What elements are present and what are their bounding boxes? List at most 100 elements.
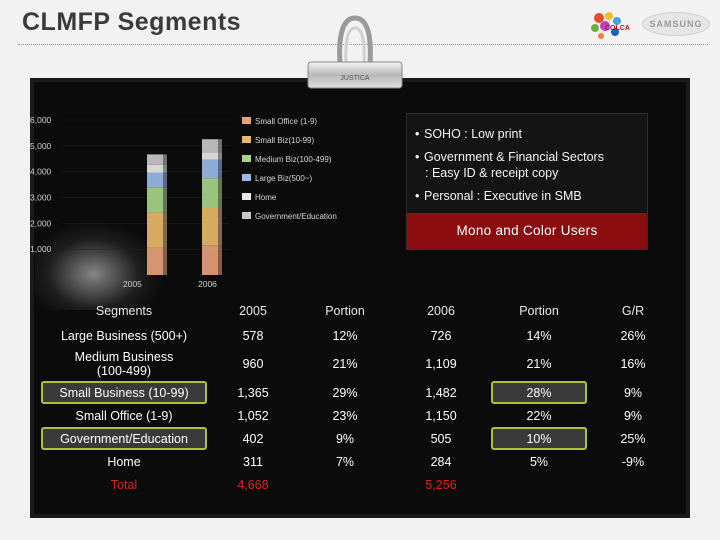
legend-swatch	[242, 155, 251, 162]
table-cell: 505	[430, 431, 452, 446]
table-cell: 5%	[529, 454, 549, 469]
bar-segment-side	[163, 247, 167, 275]
legend-swatch	[242, 174, 251, 181]
header-2006: 2006	[427, 304, 455, 318]
table-cell: 21%	[526, 357, 552, 371]
bullet-dot-icon: •	[415, 189, 420, 203]
table-cell: 1,052	[237, 408, 269, 423]
page-title: CLMFP Segments	[22, 8, 242, 36]
table-cell: 12%	[332, 328, 358, 343]
table-cell: 5,256	[425, 477, 457, 492]
bar-segment	[202, 139, 218, 153]
table-row: Total 4,668 5,256	[41, 473, 679, 496]
bar-segment	[147, 154, 163, 165]
table-row: Government/Education 402 9% 505 10% 25%	[41, 427, 679, 450]
bullet-dot-icon: •	[415, 127, 420, 141]
table-cell: 284	[430, 454, 452, 469]
spotlight-glow	[35, 220, 165, 310]
header-portion-2005: Portion	[325, 304, 365, 318]
legend-swatch	[242, 136, 251, 143]
bar-segment-side	[163, 187, 167, 213]
y-tick-label: 1,000	[30, 244, 52, 254]
table-cell: 1,150	[425, 408, 457, 423]
table-row: Large Business (500+) 578 12% 726 14% 26%	[41, 324, 679, 347]
table-row: Home 311 7% 284 5% -9%	[41, 450, 679, 473]
table-cell: 9%	[335, 431, 355, 446]
users-band: Mono and Color Users	[407, 213, 647, 249]
table-cell	[587, 473, 679, 496]
samsung-logo: SAMSUNG	[642, 12, 710, 36]
table-cell: 578	[242, 328, 264, 343]
segments-table: Segments 2005 Portion 2006 Portion G/R L…	[41, 298, 679, 496]
legend-label: Small Biz(10-99)	[255, 136, 314, 145]
bar-segment	[202, 207, 218, 246]
bar-segment	[202, 159, 218, 179]
header-segments: Segments	[95, 304, 153, 318]
header-2005: 2005	[239, 304, 267, 318]
table-cell: 25%	[620, 431, 646, 446]
y-tick-label: 5,000	[30, 141, 52, 151]
table-cell	[299, 473, 391, 496]
bar-segment	[202, 152, 218, 160]
bullet-government: • Government & Financial Sectors	[415, 150, 604, 164]
bar-segment-side	[163, 154, 167, 165]
table-row: Medium Business (100-499) 960 21% 1,109 21% 16…	[41, 347, 679, 381]
legend-swatch	[242, 212, 251, 219]
bar-segment	[147, 212, 163, 248]
bar-segment	[147, 172, 163, 188]
bar-segment-side	[218, 159, 222, 179]
table-cell	[491, 473, 587, 496]
table-cell: 23%	[332, 408, 358, 423]
bars	[147, 139, 222, 275]
table-cell: 14%	[526, 328, 552, 343]
chart-legend: Small Office (1-9) Small Biz(10-99) Medium…	[242, 117, 337, 221]
bar-segment	[147, 187, 163, 213]
table-cell: 1,482	[425, 385, 457, 400]
table-row: Small Office (1-9) 1,052 23% 1,150 22% 9%	[41, 404, 679, 427]
segment-info-box: • SOHO : Low print • Government & Financia…	[406, 113, 648, 250]
bar-segment-side	[163, 172, 167, 188]
legend-label: Large Biz(500~)	[255, 174, 312, 183]
header-portion-2006: Portion	[519, 304, 559, 318]
legend-swatch	[242, 117, 251, 124]
table-cell: 311	[243, 454, 263, 469]
colca-logo-text: COLCA	[605, 25, 630, 32]
table-cell: 402	[242, 431, 264, 446]
table-cell: 21%	[332, 357, 358, 371]
bullet-government-detail: : Easy ID & receipt copy	[425, 166, 559, 180]
table-cell: Government/Education	[41, 427, 207, 450]
bar-segment-side	[163, 212, 167, 248]
bar-segment	[147, 164, 163, 173]
table-cell: Small Office (1-9)	[75, 408, 173, 423]
x-tick-label: 2006	[198, 279, 217, 289]
bar-segment	[147, 247, 163, 275]
bar-segment-side	[218, 152, 222, 160]
table-cell: 16%	[620, 357, 646, 371]
x-axis-labels: 2005 2006	[123, 279, 217, 289]
bar-segment-side	[218, 178, 222, 208]
table-cell: 9%	[623, 385, 643, 400]
y-axis-ticks: 6,000 5,000 4,000 3,000 2,000 1,000	[30, 115, 230, 254]
table-cell: 9%	[623, 408, 643, 423]
y-tick-label: 3,000	[30, 193, 52, 203]
bullet-dot-icon: •	[415, 150, 420, 164]
bar-segment	[202, 245, 218, 275]
legend-label: Home	[255, 193, 277, 202]
table-cell: 7%	[335, 454, 355, 469]
table-cell: 726	[430, 328, 452, 343]
table-row: Small Business (10-99) 1,365 29% 1,482 28% 9%	[41, 381, 679, 404]
table-cell: 1,365	[237, 385, 269, 400]
colca-logo: COLCA	[591, 12, 630, 39]
table-cell: 29%	[332, 385, 358, 400]
legend-label: Medium Biz(100-499)	[255, 155, 332, 164]
table-cell: 4,668	[237, 477, 269, 492]
legend-label: Government/Education	[255, 212, 337, 221]
x-tick-label: 2005	[123, 279, 142, 289]
table-cell: Small Business (10-99)	[41, 381, 207, 404]
table-cell: Total	[110, 477, 138, 492]
bar-segment-side	[218, 245, 222, 275]
table-cell: 28%	[491, 381, 587, 404]
bullet-soho: • SOHO : Low print	[415, 127, 522, 141]
bar-segment-side	[218, 207, 222, 246]
